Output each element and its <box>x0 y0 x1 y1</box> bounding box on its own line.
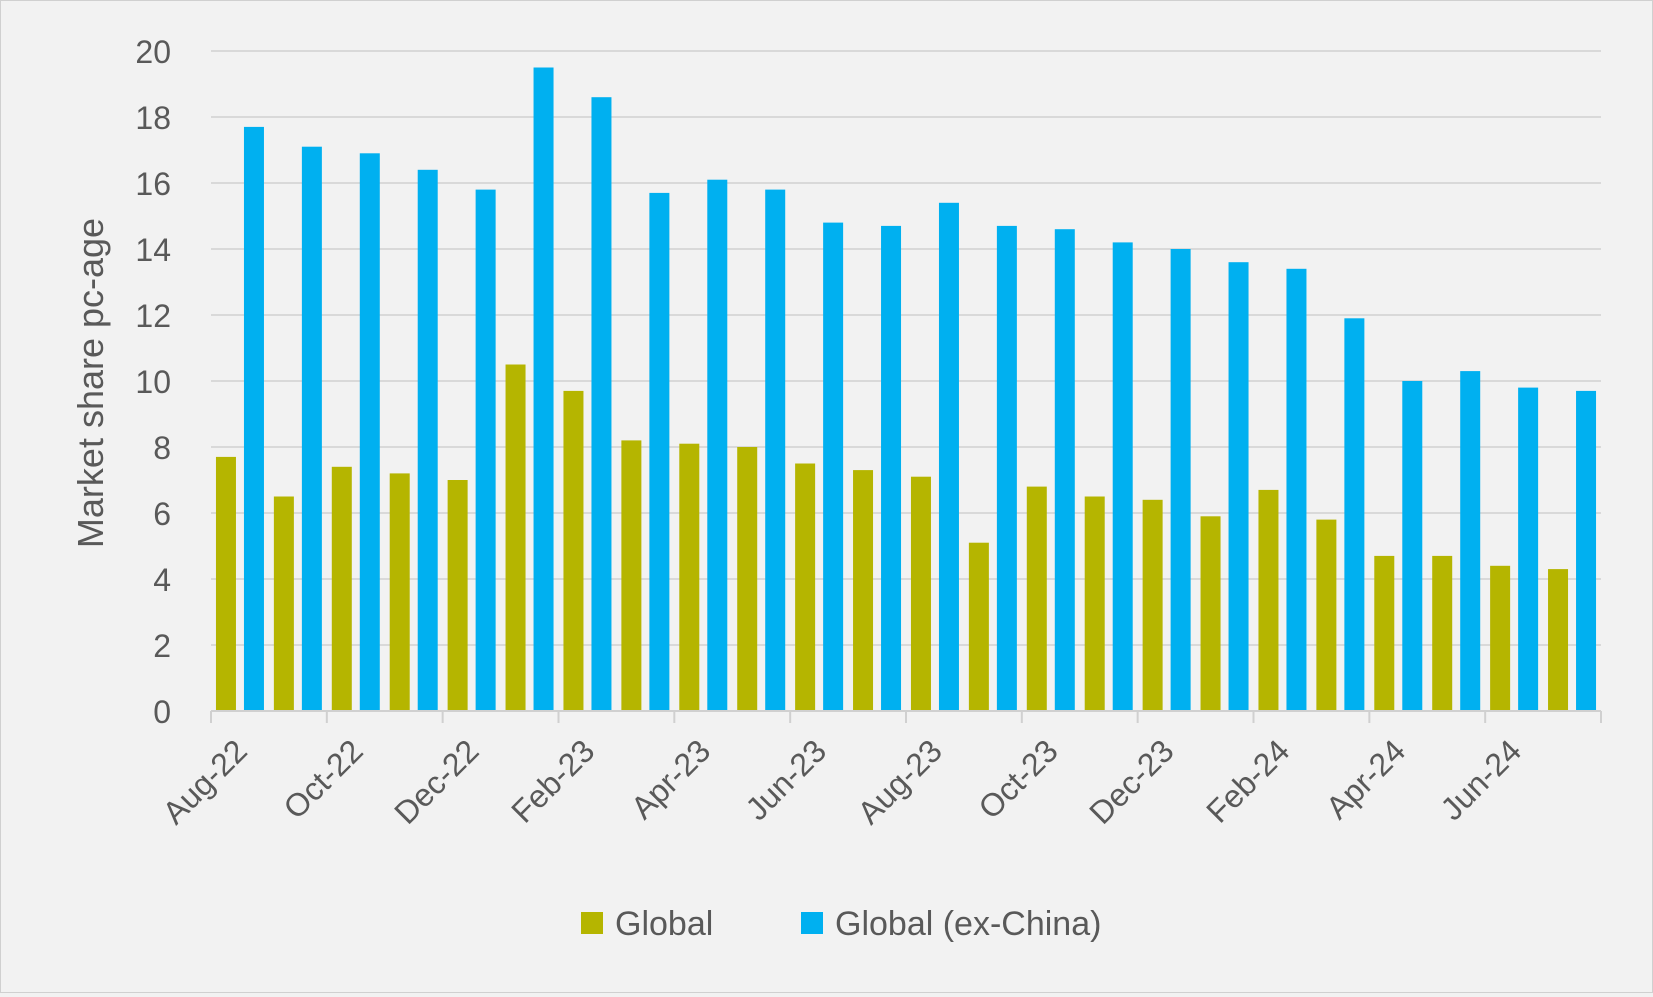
legend-label-global: Global <box>615 905 713 943</box>
x-tick-label: Feb-24 <box>1199 732 1296 829</box>
bar-global <box>331 466 352 711</box>
y-tick-label: 6 <box>153 496 171 532</box>
bar-global <box>1548 569 1569 711</box>
bar-global <box>795 463 816 711</box>
bar-global <box>679 443 700 711</box>
bar-global-ex-china <box>1228 262 1249 711</box>
bar-global-ex-china <box>649 192 670 711</box>
bar-global <box>621 440 642 711</box>
y-tick-label: 16 <box>135 166 171 202</box>
bar-global-ex-china <box>1170 249 1191 711</box>
bar-global-ex-china <box>1402 381 1423 711</box>
bar-global-ex-china <box>707 179 728 711</box>
x-tick-label: Dec-23 <box>1082 732 1180 830</box>
bar-global-ex-china <box>359 153 380 712</box>
y-tick-label: 12 <box>135 298 171 334</box>
bar-global <box>1316 519 1337 711</box>
x-axis-ticks <box>210 711 1602 723</box>
bar-global <box>447 480 468 711</box>
gridlines <box>211 50 1601 646</box>
bar-global-ex-china <box>1576 390 1597 711</box>
bar-global <box>968 542 989 711</box>
bar-global-ex-china <box>1460 371 1481 711</box>
bar-global <box>1490 565 1511 711</box>
x-tick-label: Aug-22 <box>156 732 254 830</box>
bar-global-ex-china <box>1344 318 1365 711</box>
bar-global <box>1432 555 1453 711</box>
x-tick-label: Oct-23 <box>971 732 1064 825</box>
bar-global <box>1142 499 1163 711</box>
bar-global-ex-china <box>1054 229 1075 711</box>
bar-global <box>1200 516 1221 711</box>
bar-global <box>853 470 874 711</box>
bar-global-ex-china <box>1518 387 1539 711</box>
bar-global <box>910 476 931 711</box>
bars <box>215 67 1597 712</box>
legend: Global Global (ex-China) <box>581 905 1101 943</box>
bar-global-ex-china <box>1112 242 1133 711</box>
bar-global-ex-china <box>475 189 496 712</box>
x-tick-label: Feb-23 <box>504 732 601 829</box>
bar-global <box>389 473 410 711</box>
y-tick-label: 18 <box>135 100 171 136</box>
x-tick-label: Dec-22 <box>387 732 485 830</box>
bar-global <box>273 496 294 711</box>
bar-global-ex-china <box>881 225 902 711</box>
bar-global-ex-china <box>996 225 1017 711</box>
y-axis-title: Market share pc-age <box>70 218 111 548</box>
y-tick-label: 2 <box>153 628 171 664</box>
bar-global <box>1258 489 1279 711</box>
bar-global <box>505 364 526 711</box>
legend-swatch-global <box>581 912 603 934</box>
y-axis-tick-labels: 0 2 4 6 8 10 12 14 16 18 20 <box>135 34 171 730</box>
y-tick-label: 4 <box>153 562 171 598</box>
bar-global <box>1084 496 1105 711</box>
bar-global <box>737 447 758 711</box>
bar-global-ex-china <box>533 67 554 711</box>
x-tick-label: Apr-23 <box>624 732 717 825</box>
bar-global-ex-china <box>765 189 786 712</box>
x-tick-label: Jun-24 <box>1433 732 1528 827</box>
y-tick-label: 14 <box>135 232 171 268</box>
x-tick-label: Aug-23 <box>851 732 949 830</box>
x-axis-tick-labels: Aug-22 Oct-22 Dec-22 Feb-23 Apr-23 Jun-23 Aug-… <box>156 732 1529 830</box>
bar-global-ex-china <box>938 202 959 712</box>
bar-global-ex-china <box>417 169 438 712</box>
legend-label-global-ex-china: Global (ex-China) <box>835 905 1101 943</box>
legend-swatch-global-ex-china <box>801 912 823 934</box>
bar-global-ex-china <box>1286 268 1307 711</box>
bar-global-ex-china <box>591 97 612 711</box>
x-tick-label: Jun-23 <box>738 732 833 827</box>
bar-global-ex-china <box>301 146 322 711</box>
bar-global <box>563 390 584 711</box>
bar-global <box>215 456 236 711</box>
bar-global-ex-china <box>243 126 264 711</box>
y-tick-label: 10 <box>135 364 171 400</box>
bar-global <box>1026 486 1047 711</box>
y-tick-label: 0 <box>153 694 171 730</box>
bar-global-ex-china <box>823 222 844 711</box>
bar-global <box>1374 555 1395 711</box>
y-tick-label: 20 <box>135 34 171 70</box>
x-tick-label: Apr-24 <box>1319 732 1412 825</box>
x-tick-label: Oct-22 <box>276 732 369 825</box>
y-tick-label: 8 <box>153 430 171 466</box>
